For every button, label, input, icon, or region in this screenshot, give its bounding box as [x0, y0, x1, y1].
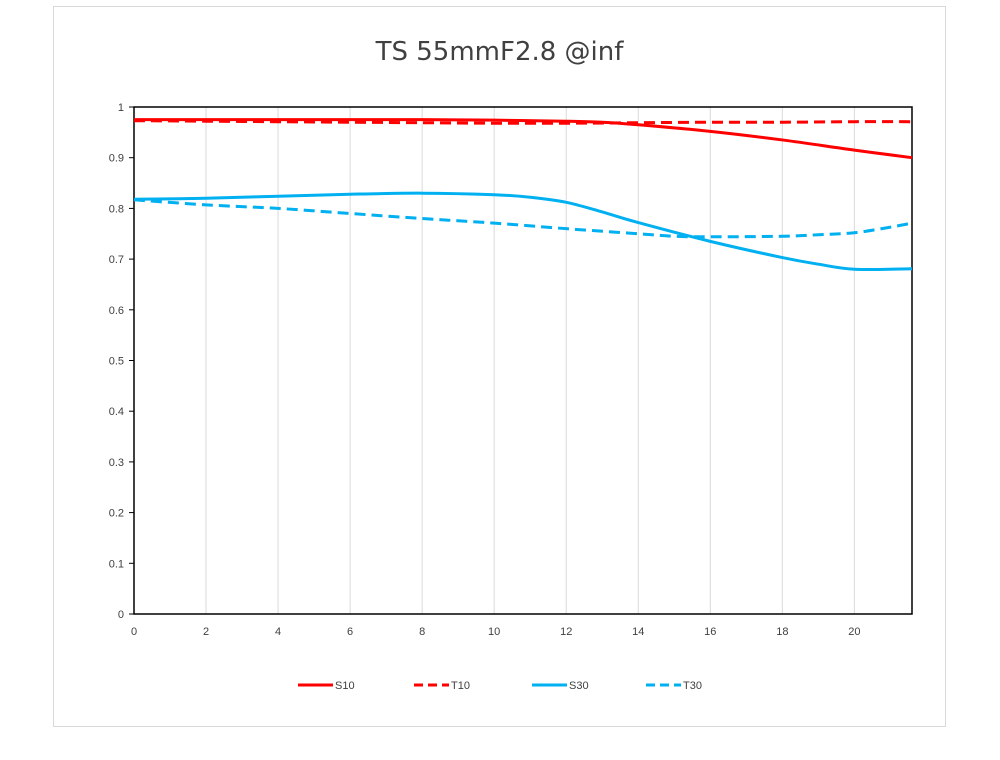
y-tick-label: 0.8 [109, 203, 124, 215]
y-tick-label: 0.9 [109, 153, 124, 165]
y-tick-label: 0.5 [109, 356, 124, 368]
y-tick-label: 1 [118, 102, 124, 114]
x-tick-label: 20 [848, 626, 860, 638]
x-tick-label: 10 [488, 626, 500, 638]
x-tick-label: 14 [632, 626, 644, 638]
x-tick-label: 2 [203, 626, 209, 638]
series-line-s30 [133, 191, 913, 271]
series-line-t30 [133, 198, 913, 239]
x-tick-label: 18 [776, 626, 788, 638]
legend-label-s30: S30 [569, 680, 589, 692]
x-tick-label: 8 [419, 626, 425, 638]
x-tick-label: 4 [275, 626, 281, 638]
chart-title: TS 55mmF2.8 @inf [375, 37, 624, 67]
series-line-s10 [134, 118, 913, 160]
y-tick-label: 0.1 [109, 558, 124, 570]
x-tick-label: 6 [347, 626, 353, 638]
x-tick-label: 16 [704, 626, 716, 638]
legend-label-t30: T30 [683, 680, 702, 692]
x-tick-label: 0 [131, 626, 137, 638]
legend-label-t10: T10 [451, 680, 470, 692]
y-tick-label: 0.6 [109, 305, 124, 317]
y-tick-label: 0 [118, 609, 124, 621]
legend-label-s10: S10 [335, 680, 355, 692]
chart-svg: 0 2 4 6 8 10 12 14 16 18 20 0 0.1 0.2 0.3 0.4 0.5 0.6 0.7 0… [109, 102, 913, 692]
series-line-t10 [133, 119, 913, 125]
y-tick-label: 0.7 [109, 254, 124, 266]
y-tick-label: 0.4 [109, 406, 124, 418]
plot-area-border [133, 106, 913, 615]
y-tick-label: 0.2 [109, 508, 124, 520]
chart-frame: TS 55mmF2.8 @inf 0 2 4 6 8 10 12 14 16 18 20 0 0.1 0.… [53, 6, 946, 727]
y-tick-label: 0.3 [109, 457, 124, 469]
x-tick-label: 12 [560, 626, 572, 638]
